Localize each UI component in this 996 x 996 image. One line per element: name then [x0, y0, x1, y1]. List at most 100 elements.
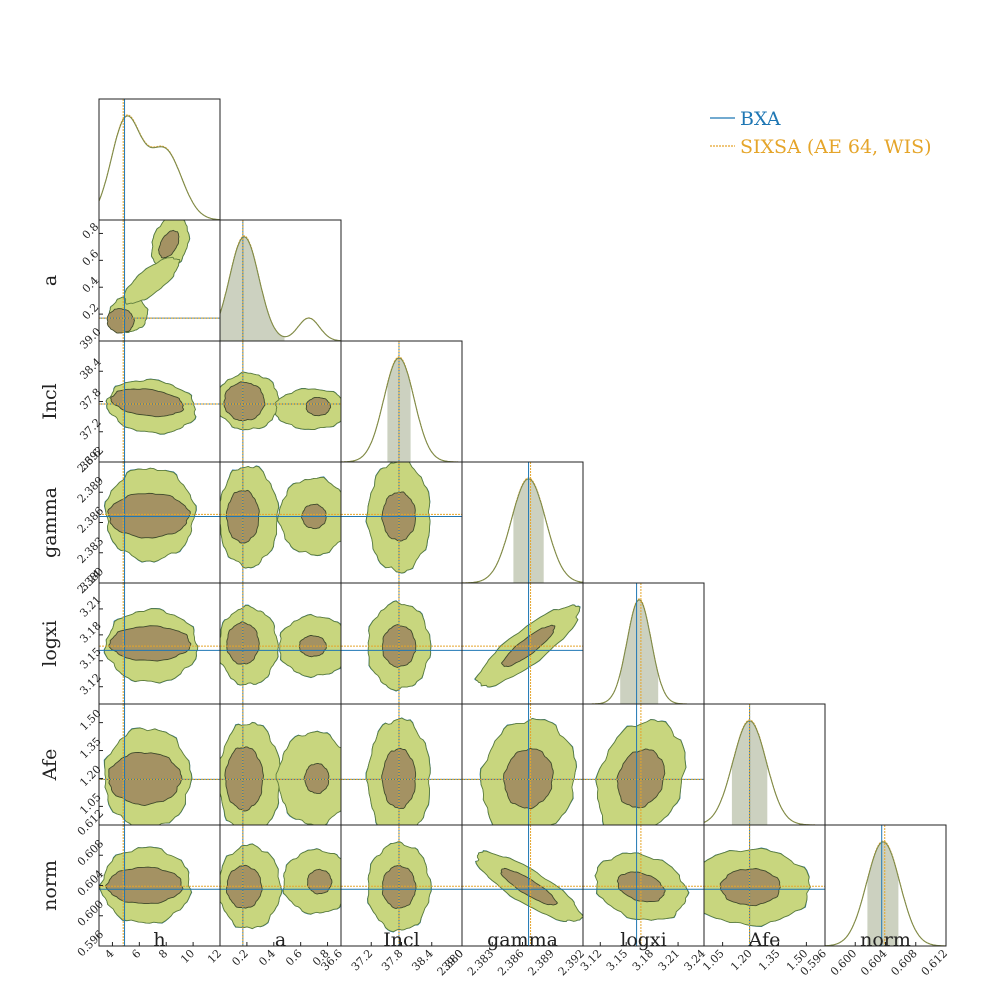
y-tick-label: 3.12 [77, 671, 104, 698]
x-tick-label: 4 [102, 947, 116, 961]
x-tick-label: 0.600 [828, 947, 859, 978]
y-tick-label: 37.2 [77, 416, 104, 443]
x-tick-label: 0.6 [283, 947, 305, 969]
y-tick-label: 0.608 [75, 837, 106, 868]
hist-line-bxa-a [220, 236, 341, 341]
panel-Afe-vs-logxi [582, 703, 705, 826]
panel-gamma-vs-gamma [461, 461, 584, 584]
hist-shade-logxi [620, 599, 659, 704]
x-axis-label-a: a [275, 929, 286, 951]
panel-content [341, 462, 462, 583]
y-axis-label-a: a [39, 275, 61, 286]
x-tick-label: 0.604 [858, 947, 889, 978]
contour-inner-0 [223, 381, 266, 422]
panel-gamma-vs-a [219, 461, 342, 584]
y-tick-label: 0.4 [80, 274, 102, 296]
contour-inner-0 [110, 388, 185, 418]
panel-frame [98, 98, 221, 221]
contour-inner-1 [158, 229, 180, 259]
x-tick-label: 1.05 [700, 947, 727, 974]
x-tick-label: 12 [205, 947, 224, 966]
y-tick-label: 2.392 [75, 444, 106, 475]
y-tick-label: 0.596 [75, 928, 106, 959]
panel-content [220, 220, 341, 341]
x-tick-label: 2.389 [525, 947, 556, 978]
panel-content [462, 583, 583, 704]
hist-line-bxa-h [99, 115, 220, 220]
x-tick-label: 0.612 [919, 947, 950, 978]
panel-content [341, 704, 462, 825]
contour-inner-0 [108, 625, 192, 662]
panel-norm-vs-logxi: 3.12 3.15 3.18 3.21 3.24 [578, 824, 708, 973]
panel-content [99, 825, 220, 946]
x-tick-label: 0.608 [888, 947, 919, 978]
panel-Afe-vs-Afe [703, 703, 826, 826]
y-axis-label-logxi: logxi [39, 620, 61, 666]
panel-content [99, 220, 220, 341]
panel-content [220, 704, 341, 825]
contour-inner-0 [616, 748, 666, 809]
contour-inner-1 [305, 396, 332, 417]
y-tick-label: 0.600 [75, 898, 106, 929]
y-tick-label: 0.2 [80, 301, 102, 323]
x-axis-label-gamma: gamma [487, 929, 558, 951]
hist-line-bxa-Incl [341, 357, 462, 462]
panel-Incl-vs-Incl [340, 340, 463, 463]
y-tick-label: 3.21 [77, 593, 104, 620]
panel-content [462, 825, 583, 946]
y-tick-label: 1.50 [77, 707, 104, 734]
panel-content [583, 583, 704, 704]
y-tick-label: 3.18 [77, 619, 104, 646]
x-tick-label: 2.380 [435, 947, 466, 978]
contour-outer-2 [123, 256, 181, 305]
x-axis-label-h: h [153, 929, 165, 951]
panel-Afe-vs-Incl [340, 703, 463, 826]
y-tick-label: 37.8 [77, 386, 104, 413]
panel-content [341, 825, 462, 946]
panel-logxi-vs-Incl [340, 582, 463, 705]
panel-gamma-vs-Incl [340, 461, 463, 584]
y-tick-label: 1.35 [77, 735, 104, 762]
x-axis-label-logxi: logxi [620, 929, 666, 951]
hist-line-sixsa-h [99, 114, 220, 220]
panel-content [462, 462, 583, 583]
x-tick-label: 37.2 [349, 947, 376, 974]
x-tick-label: 10 [178, 947, 197, 966]
x-axis-label-Afe: Afe [748, 929, 781, 951]
y-axis-label-norm: norm [39, 860, 61, 911]
hist-line-bxa-norm [825, 841, 946, 946]
panel-norm-vs-Afe: 1.05 1.20 1.35 1.50 [700, 824, 826, 974]
panel-content [583, 704, 704, 825]
panel-content [99, 462, 220, 583]
panels-layer: 0.20.40.60.836.637.237.838.439.02.3802.3… [75, 98, 950, 978]
y-tick-label: 2.383 [75, 535, 106, 566]
panel-content [704, 825, 825, 946]
x-axis-label-Incl: Incl [383, 929, 419, 951]
panel-content [462, 704, 583, 825]
y-tick-label: 2.389 [75, 474, 106, 505]
y-tick-label: 3.15 [77, 645, 104, 672]
legend: BXA SIXSA (AE 64, WIS) [710, 108, 932, 158]
panel-content [99, 99, 220, 220]
panel-content [220, 462, 341, 583]
panel-Afe-vs-a [219, 703, 342, 826]
axis-labels-layer: h a Incl gamma logxi Afe norm a Incl gamma logxi Af… [39, 275, 911, 951]
y-tick-label: 0.6 [80, 247, 102, 269]
panel-a-vs-a [219, 219, 342, 342]
y-axis-label-Incl: Incl [39, 383, 61, 419]
y-axis-label-Afe: Afe [39, 749, 61, 782]
y-axis-label-gamma: gamma [39, 487, 61, 558]
panel-content [99, 704, 220, 825]
contour-inner-1 [303, 762, 330, 794]
y-tick-label: 0.8 [80, 220, 102, 242]
contour-inner-1 [307, 868, 333, 895]
panel-content [583, 825, 704, 946]
panel-logxi-vs-a [219, 582, 342, 705]
hist-shade-norm [867, 841, 899, 946]
panel-content [825, 825, 946, 946]
contour-inner-0 [719, 868, 781, 907]
panel-logxi-vs-gamma [461, 582, 584, 705]
legend-label-1: SIXSA (AE 64, WIS) [740, 136, 932, 158]
